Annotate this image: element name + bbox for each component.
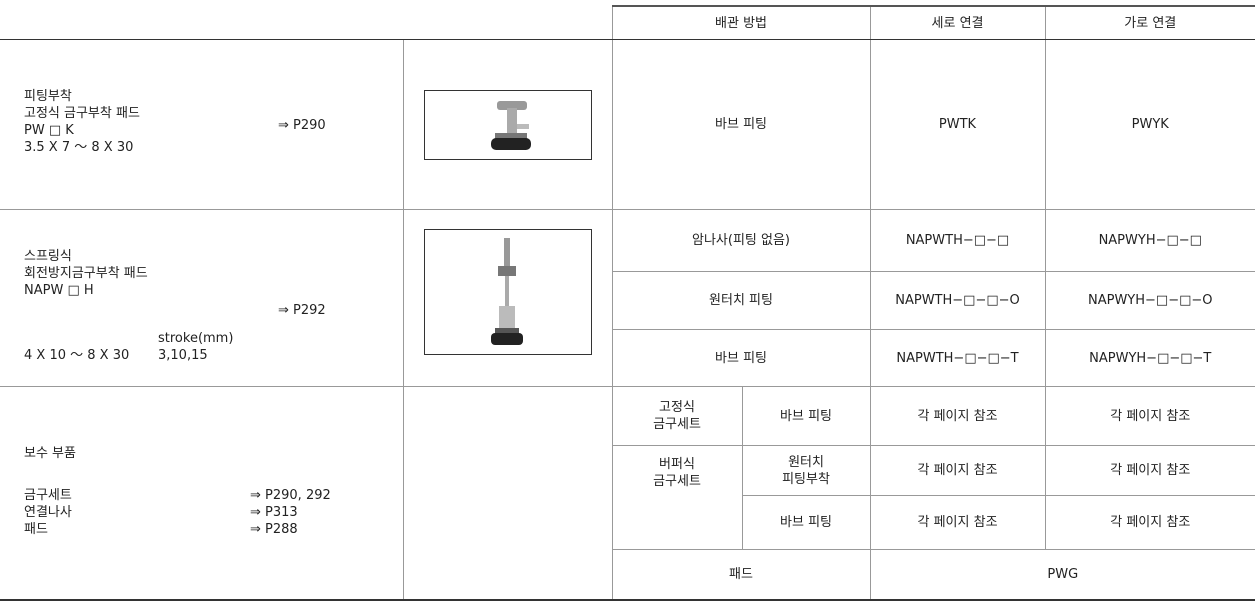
product-image	[423, 89, 592, 160]
horizontal-model: NAPWYH−□−□−T	[1044, 329, 1255, 387]
description: 스프링식 회전방지금구부착 패드 NAPW □ H	[24, 249, 148, 298]
method: 바브 피팅	[611, 39, 871, 210]
horizontal-model: PWYK	[1044, 39, 1255, 210]
method: 원터치 피팅	[611, 271, 871, 330]
method: 바브 피팅	[741, 386, 871, 446]
horizontal-model: 각 페이지 참조	[1044, 386, 1255, 446]
description: 피팅부착 고정식 금구부착 패드 PW □ K 3.5 X 7 ～ 8 X 30	[24, 89, 140, 155]
vertical-model: PWTK	[869, 39, 1046, 210]
set-type: 고정식 금구세트	[611, 386, 743, 446]
items: 금구세트 연결나사 패드	[24, 488, 72, 537]
horizontal-model: 각 페이지 참조	[1044, 445, 1255, 496]
vertical-model: 각 페이지 참조	[869, 495, 1046, 550]
method: 원터치 피팅부착	[741, 445, 871, 496]
vertical-model: NAPWTH−□−□	[869, 209, 1046, 272]
header-cell: 배관 방법	[611, 5, 871, 40]
pad-model: PWG	[869, 549, 1255, 601]
header-cell: 가로 연결	[1044, 5, 1255, 40]
horizontal-model: 각 페이지 참조	[1044, 495, 1255, 550]
item-references: ⇒ P290, 292 ⇒ P313 ⇒ P288	[250, 488, 331, 537]
vertical-model: NAPWTH−□−□−T	[869, 329, 1046, 387]
horizontal-model: NAPWYH−□−□−O	[1044, 271, 1255, 330]
section-title: 보수 부품	[24, 446, 76, 461]
set-type: 버퍼식 금구세트	[611, 445, 743, 550]
vertical-model: 각 페이지 참조	[869, 386, 1046, 446]
size: 4 X 10 ～ 8 X 30	[24, 348, 130, 363]
reference: ⇒ P292	[278, 303, 326, 318]
horizontal-model: NAPWYH−□−□	[1044, 209, 1255, 272]
reference: ⇒ P290	[278, 118, 326, 133]
vertical-model: NAPWTH−□−□−O	[869, 271, 1046, 330]
method: 바브 피팅	[611, 329, 871, 387]
method: 암나사(피팅 없음)	[611, 209, 871, 272]
method: 바브 피팅	[741, 495, 871, 550]
header-cell: 세로 연결	[869, 5, 1046, 40]
method: 패드	[611, 549, 871, 601]
stroke-label: stroke(mm)	[158, 331, 234, 346]
vertical-model: 각 페이지 참조	[869, 445, 1046, 496]
stroke: 3,10,15	[158, 348, 208, 363]
product-image	[423, 229, 592, 355]
